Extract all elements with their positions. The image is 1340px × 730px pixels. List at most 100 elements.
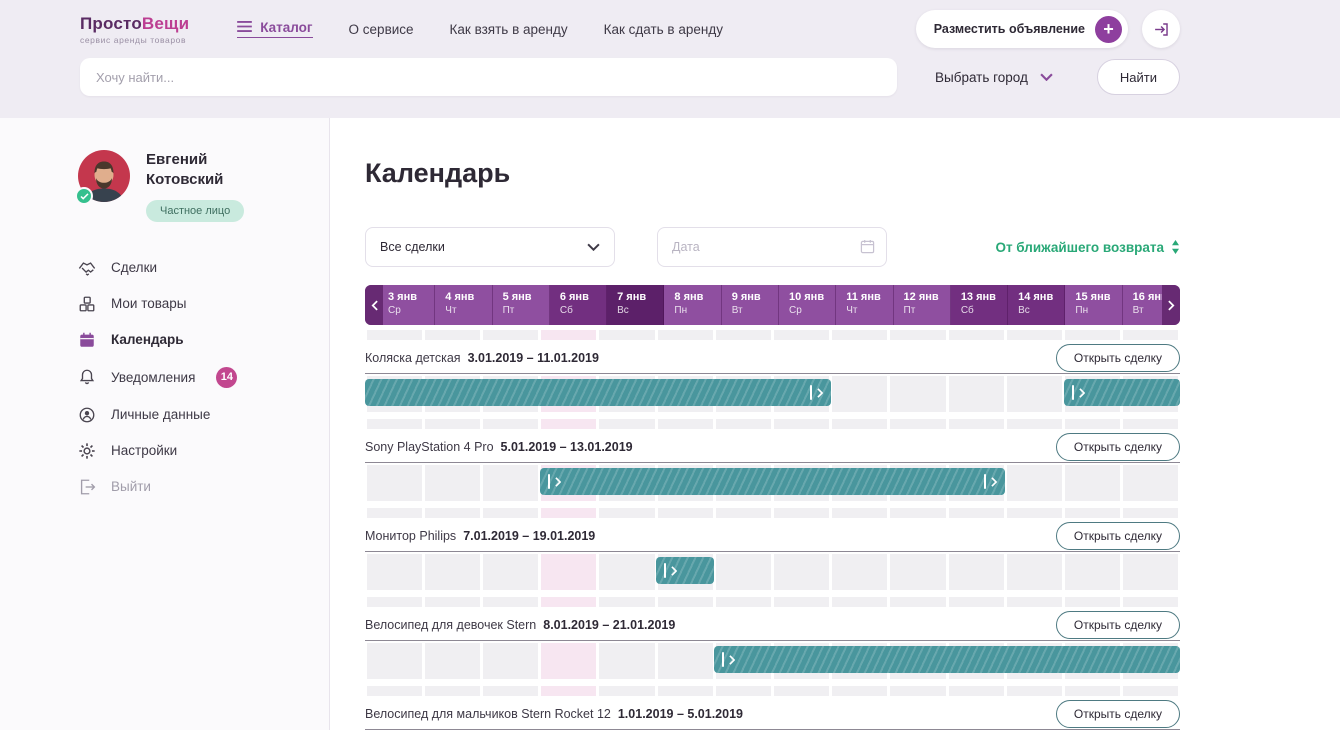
booking-bar[interactable] (656, 557, 715, 584)
open-deal-button[interactable]: Открыть сделку (1055, 343, 1180, 372)
lane-day-column (424, 554, 480, 590)
lane-day-column (832, 686, 888, 696)
timeline-day-cell[interactable]: 12 янв Пт (893, 285, 951, 325)
brand-logo[interactable]: ПростоВещи сервис аренды товаров (80, 14, 189, 45)
lane-day-column (774, 419, 830, 429)
brand-name: ПростоВещи (80, 14, 189, 34)
lane-day-column (599, 419, 655, 429)
nav-how-to-rent[interactable]: Как взять в аренду (449, 21, 568, 37)
nav-catalog-label: Каталог (260, 20, 313, 35)
day-of-week: Чт (445, 305, 457, 316)
login-button[interactable] (1142, 10, 1180, 48)
deal-row: Sony PlayStation 4 Pro 5.01.2019 – 13.01.… (365, 417, 1180, 503)
brand-name-part1: Просто (80, 13, 142, 33)
lane-day-column (948, 554, 1004, 590)
sidebar-item-deals[interactable]: Сделки (78, 250, 329, 286)
lane-day-column (541, 508, 597, 518)
brand-name-part2: Вещи (141, 13, 190, 33)
nav-how-to-lease[interactable]: Как сдать в аренду (603, 21, 723, 37)
lane-day-column (890, 554, 946, 590)
sidebar-item-notifications[interactable]: Уведомления 14 (78, 358, 329, 397)
lane-day-column (715, 330, 771, 340)
profile-type-badge: Частное лицо (146, 199, 245, 222)
timeline-day-cell[interactable]: 11 янв Чт (836, 285, 894, 325)
lane-day-column (832, 376, 888, 412)
lane-day-column (482, 643, 539, 679)
timeline-day-cell[interactable]: 5 янв Пт (492, 285, 550, 325)
sidebar-item-calendar[interactable]: Календарь (78, 322, 329, 358)
nav-catalog[interactable]: Каталог (237, 20, 313, 38)
day-date: 13 янв (960, 291, 996, 303)
avatar (75, 150, 130, 205)
lane-day-column (599, 597, 655, 607)
sidebar-item-label: Выйти (111, 479, 151, 494)
open-deal-button[interactable]: Открыть сделку (1055, 521, 1180, 550)
booking-bar[interactable] (539, 468, 1006, 495)
timeline-day-cell[interactable]: 15 янв Пн (1065, 285, 1123, 325)
timeline-day-cell[interactable]: 14 янв Вс (1008, 285, 1066, 325)
lane-day-column (366, 419, 422, 429)
day-date: 5 янв (502, 291, 532, 303)
timeline-day-cell[interactable]: 9 янв Вт (721, 285, 779, 325)
lane-day-column (774, 508, 830, 518)
open-deal-button[interactable]: Открыть сделку (1055, 432, 1180, 461)
date-filter-input[interactable] (657, 227, 887, 267)
lane-day-column (599, 686, 655, 696)
day-date: 7 янв (617, 291, 647, 303)
header-actions: Разместить объявление + (915, 10, 1180, 48)
lane-day-column (1123, 465, 1179, 501)
sidebar-item-label: Календарь (111, 332, 184, 347)
timeline-day-cell[interactable]: 8 янв Пн (664, 285, 722, 325)
open-deal-button[interactable]: Открыть сделку (1055, 699, 1180, 728)
profile-info: Евгений Котовский Частное лицо (146, 150, 245, 222)
lane-day-column (424, 508, 480, 518)
lane-day-column (890, 597, 946, 607)
sidebar-item-settings[interactable]: Настройки (78, 433, 329, 469)
lane-day-column (890, 419, 946, 429)
profile-name: Евгений Котовский (146, 150, 244, 191)
timeline-day-cell[interactable]: 4 янв Чт (435, 285, 493, 325)
sidebar-item-logout[interactable]: Выйти (78, 469, 329, 505)
lane-day-column (832, 419, 888, 429)
deal-timeline-lane (365, 552, 1180, 592)
city-selector[interactable]: Выбрать город (935, 70, 1053, 85)
lane-day-column (366, 597, 422, 607)
bar-chevron-marker (1071, 379, 1085, 406)
search-input[interactable] (80, 58, 897, 96)
search-submit-button[interactable]: Найти (1096, 59, 1180, 95)
timeline-day-cell[interactable]: 10 янв Ср (778, 285, 837, 325)
day-of-week: Пн (674, 305, 688, 316)
brand-tagline: сервис аренды товаров (80, 34, 187, 45)
sidebar-item-personal[interactable]: Личные данные (78, 397, 329, 433)
handshake-icon (78, 259, 96, 277)
booking-bar[interactable] (365, 379, 831, 406)
lane-day-column (948, 686, 1004, 696)
deal-period: 3.01.2019 – 11.01.2019 (467, 350, 599, 365)
booking-bar[interactable] (714, 646, 1180, 673)
sidebar-item-goods[interactable]: Мои товары (78, 286, 329, 322)
sort-control[interactable]: От ближайшего возврата (995, 240, 1180, 255)
day-date: 6 янв (559, 291, 589, 303)
lane-day-column (948, 376, 1004, 412)
open-deal-button[interactable]: Открыть сделку (1055, 610, 1180, 639)
post-ad-button[interactable]: Разместить объявление + (915, 10, 1128, 48)
timeline-day-cell[interactable]: 6 янв Сб (549, 285, 608, 325)
sidebar-menu: Сделки Мои товары Календарь Уведомления 14 Ли… (78, 250, 329, 505)
timeline-day-cell[interactable]: 7 янв Вс (607, 285, 665, 325)
timeline-day-cell[interactable]: 13 янв Сб (950, 285, 1009, 325)
lane-day-column (657, 686, 713, 696)
nav-about[interactable]: О сервисе (348, 21, 414, 37)
timeline-prev-button[interactable] (365, 285, 383, 325)
deals-filter-select[interactable]: Все сделки (365, 227, 615, 267)
booking-bar[interactable] (1063, 379, 1180, 406)
timeline-next-button[interactable] (1162, 285, 1180, 325)
day-date: 4 янв (445, 291, 475, 303)
deal-row: Коляска детская 3.01.2019 – 11.01.2019 Отк… (365, 328, 1180, 414)
lane-day-column (482, 465, 539, 501)
day-of-week: Вт (731, 305, 743, 316)
lane-day-column (948, 597, 1004, 607)
deal-timeline-lane (365, 374, 1180, 414)
deal-header: Монитор Philips 7.01.2019 – 19.01.2019 Отк… (365, 520, 1180, 552)
lane-day-column (366, 686, 422, 696)
lane-day-column (482, 419, 539, 429)
